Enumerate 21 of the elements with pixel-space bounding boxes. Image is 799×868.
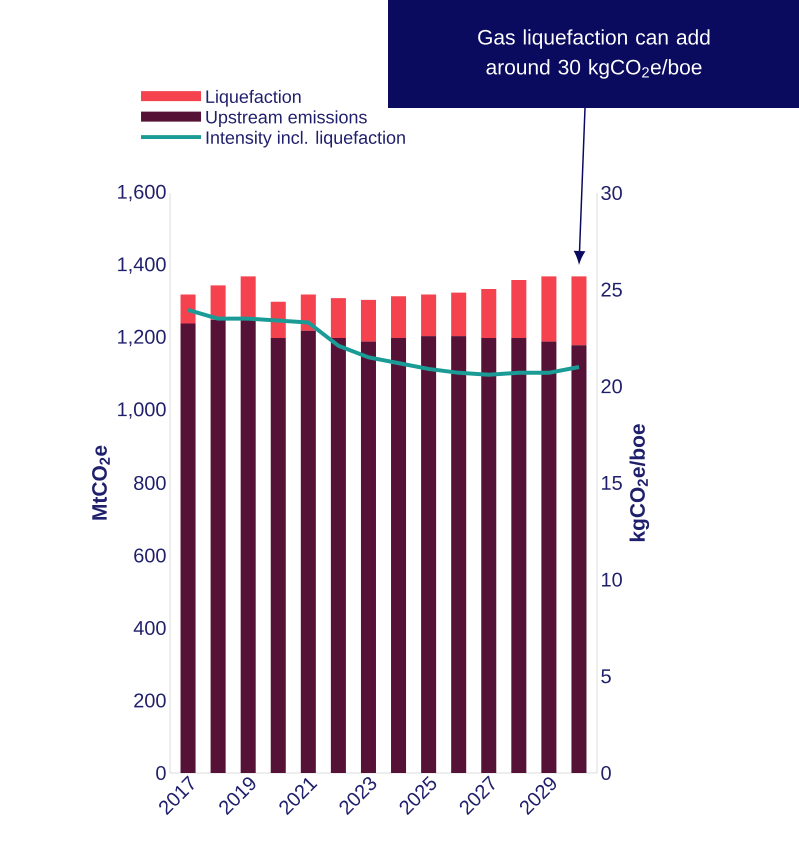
- y2-tick-label: 20: [602, 379, 622, 394]
- y2-tick-label: 0: [601, 766, 611, 780]
- y-tick-label: 400: [134, 620, 166, 636]
- y2-axis-title: kgCO$_{2}$e/boe: [630, 424, 650, 542]
- y-tick-label: 1,400: [118, 257, 166, 274]
- legend-label: Upstream emissions: [206, 110, 367, 128]
- y-tick-label: 1,200: [118, 330, 166, 346]
- y-tick-label: 800: [134, 476, 166, 490]
- legend-label: Intensity incl. liquefaction: [206, 130, 405, 148]
- y-tick-label: 600: [134, 548, 166, 563]
- y-tick-label: 1,600: [118, 184, 166, 202]
- y2-tick-label: 5: [601, 669, 611, 684]
- text: Gas liquefaction can add around 30 kgCO$_{2}$e/boe: [478, 29, 710, 79]
- y2-tick-label: 30: [601, 186, 622, 200]
- legend-label: Liquefaction: [206, 90, 301, 107]
- y2-tick-label: 25: [602, 282, 622, 297]
- y-axis-title: MtCO$_{2}$e: [92, 446, 110, 520]
- y-tick-label: 1,000: [118, 402, 166, 419]
- y-tick-label: 200: [134, 693, 166, 708]
- y2-tick-label: 15: [602, 476, 622, 490]
- y2-tick-label: 10: [602, 572, 622, 587]
